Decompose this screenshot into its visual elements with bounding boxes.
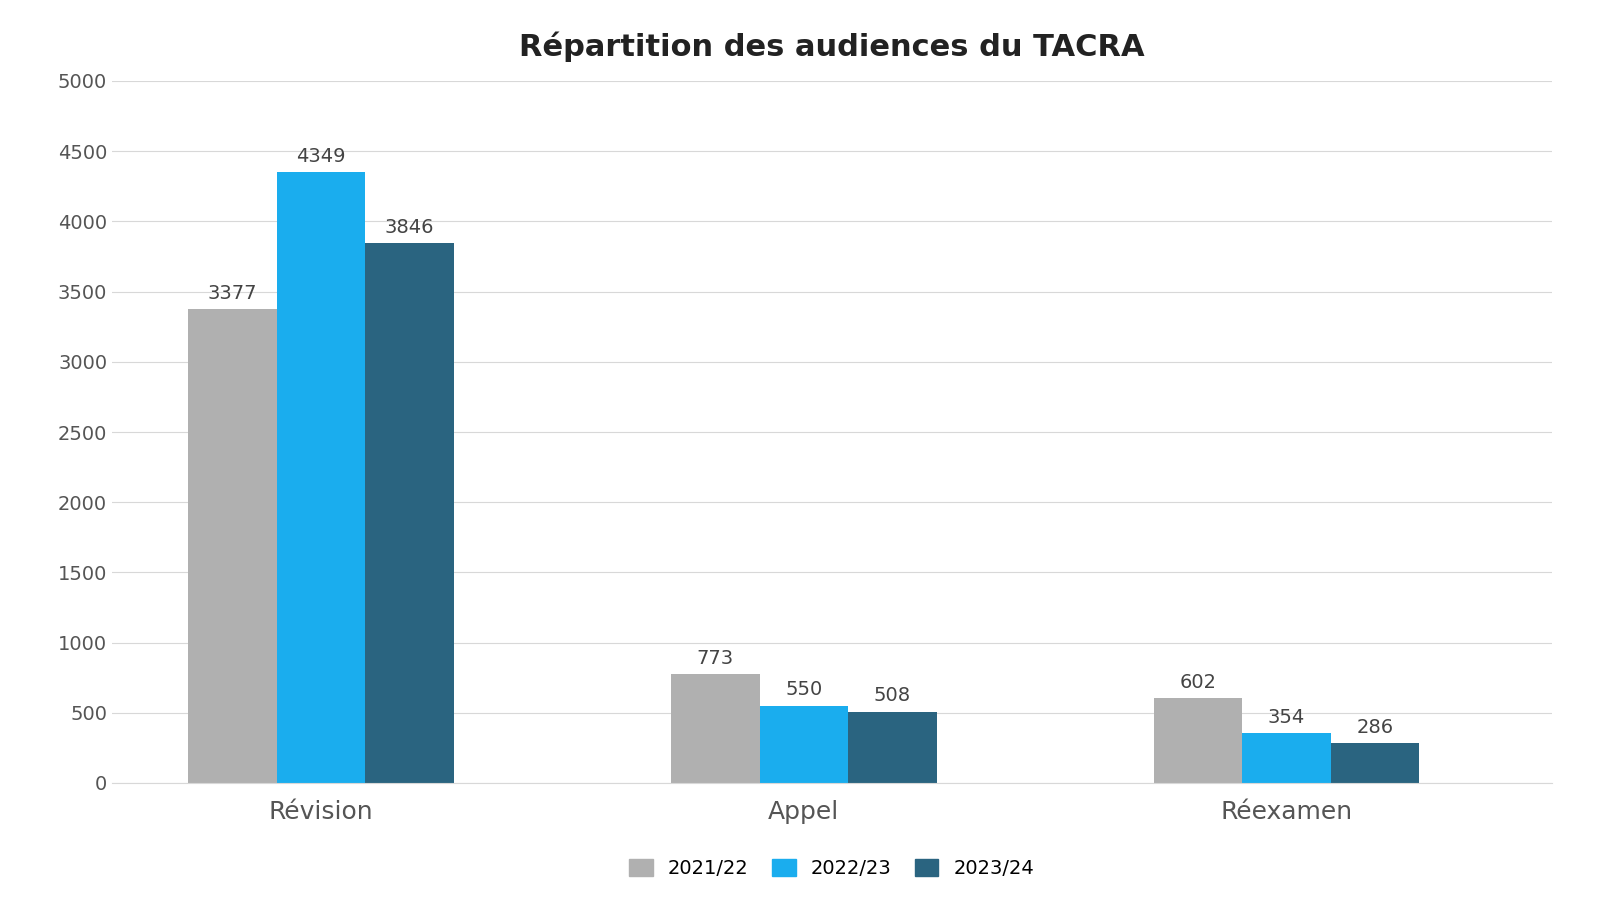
Text: 508: 508 <box>874 687 910 706</box>
Bar <box>1242 734 1331 783</box>
Text: 354: 354 <box>1267 708 1306 727</box>
Bar <box>365 243 454 783</box>
Legend: 2021/22, 2022/23, 2023/24: 2021/22, 2022/23, 2023/24 <box>619 849 1045 887</box>
Bar <box>670 674 760 783</box>
Text: 3846: 3846 <box>386 218 435 237</box>
Bar <box>1331 742 1419 783</box>
Text: 4349: 4349 <box>296 147 346 166</box>
Text: 3377: 3377 <box>208 284 258 302</box>
Bar <box>189 309 277 783</box>
Text: 286: 286 <box>1357 717 1394 736</box>
Title: Répartition des audiences du TACRA: Répartition des audiences du TACRA <box>518 32 1146 62</box>
Text: 773: 773 <box>696 649 734 668</box>
Bar <box>277 173 365 783</box>
Bar <box>760 706 848 783</box>
Text: 550: 550 <box>786 680 822 699</box>
Text: 602: 602 <box>1179 673 1216 692</box>
Bar <box>848 712 936 783</box>
Bar <box>1154 698 1242 783</box>
